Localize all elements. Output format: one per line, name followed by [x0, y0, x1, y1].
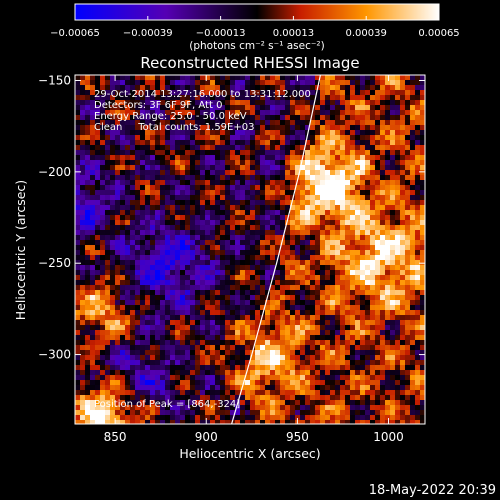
colorbar-frame [74, 3, 440, 21]
y-axis-label: Heliocentric Y (arcsec) [13, 180, 28, 320]
colorbar-ticks: −0.00065 −0.00039 −0.00013 0.00013 0.00039 0.… [50, 16, 460, 39]
y-tick-label: −150 [38, 73, 71, 87]
y-tick-label: −250 [38, 256, 71, 270]
colorbar-tick-label: 0.00013 [273, 28, 314, 39]
info-time-range: 29-Oct-2014 13:27:16.000 to 13:31:12.000 [94, 89, 311, 100]
plot-frame [74, 74, 426, 425]
info-energy-range: Energy Range: 25.0 - 50.0 keV [94, 111, 247, 122]
chart-title: Reconstructed RHESSI Image [140, 54, 359, 72]
info-detectors: Detectors: 3F 6F 9F, Att 0 [94, 100, 222, 111]
x-tick-label: 1000 [373, 430, 404, 444]
colorbar-tick-label: −0.00039 [123, 28, 173, 39]
colorbar-tick-label: −0.00013 [196, 28, 246, 39]
solar-limb-line [231, 75, 321, 424]
y-tick-label: −300 [38, 348, 71, 362]
colorbar-tick-label: −0.00065 [50, 28, 100, 39]
peak-position-label: Position of Peak = [864,-324] [94, 399, 240, 410]
x-axis-label: Heliocentric X (arcsec) [179, 446, 320, 461]
x-tick-label: 950 [286, 430, 309, 444]
colorbar-tick-label: 0.00065 [418, 28, 459, 39]
y-tick-label: −200 [38, 165, 71, 179]
x-tick-label: 900 [195, 430, 218, 444]
x-tick-label: 850 [104, 430, 127, 444]
heatmap-cells [75, 75, 425, 424]
info-block: 29-Oct-2014 13:27:16.000 to 13:31:12.000… [94, 89, 311, 133]
colorbar-units: (photons cm⁻² s⁻¹ asec⁻²) [189, 40, 324, 52]
footer-timestamp: 18-May-2022 20:39 [369, 483, 496, 498]
colorbar-tick-label: 0.00039 [346, 28, 387, 39]
colorbar [75, 4, 439, 20]
axis-ticks: 850 900 950 1000 −150 −200 −250 −300 [38, 73, 425, 444]
info-total-counts: Clean Total counts: 1.59E+03 [94, 122, 254, 133]
